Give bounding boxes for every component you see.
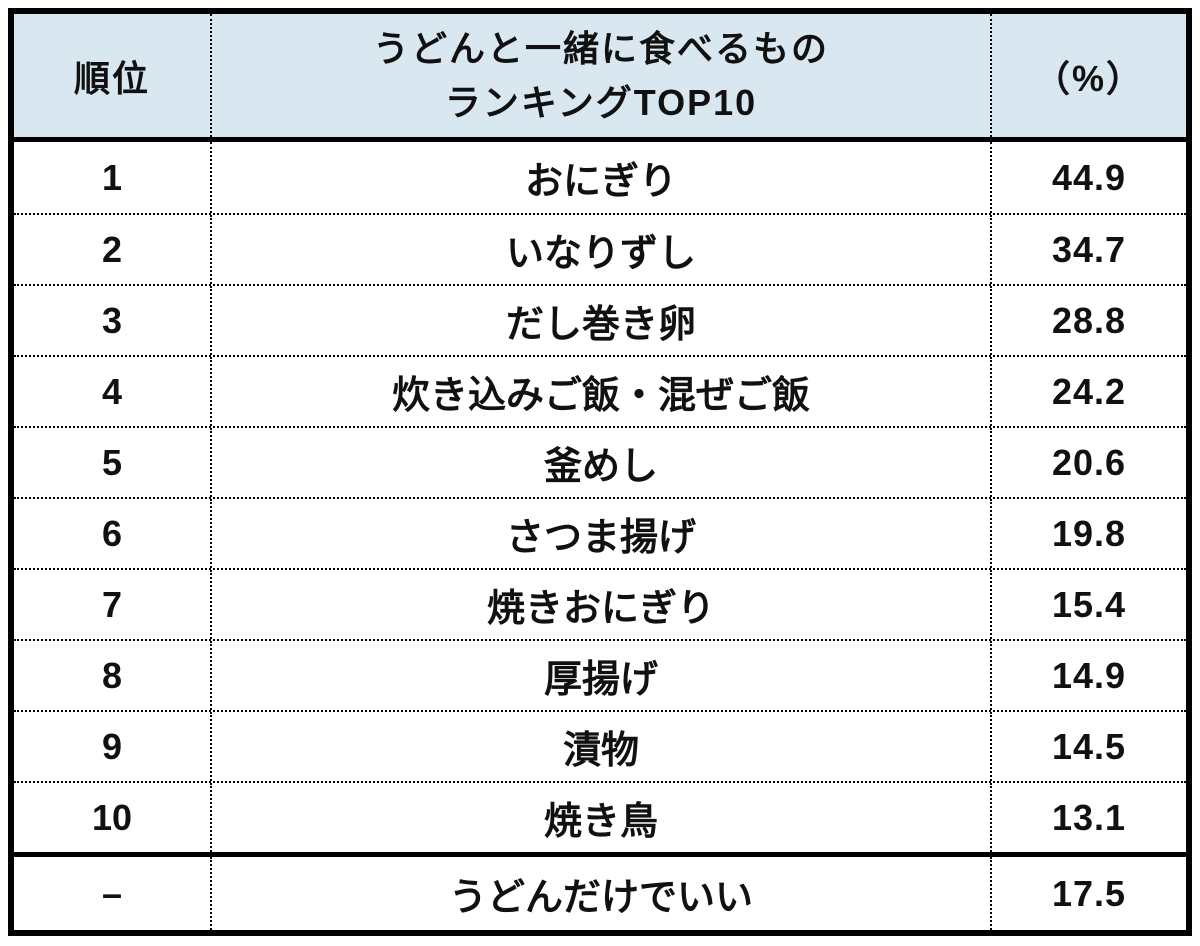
header-title-cell: うどんと一緒に食べるもの ランキングTOP10 — [212, 14, 990, 137]
footer-item-cell: うどんだけでいい — [448, 877, 753, 919]
rank-cell: 7 — [14, 570, 212, 639]
header-percent-label: （%） — [990, 14, 1186, 137]
footer-rank-cell: – — [14, 857, 212, 930]
table-row: 9 漬物 14.5 — [14, 710, 1186, 781]
item-cell: 焼きおにぎり — [486, 588, 715, 630]
header-title-line2: ランキングTOP10 — [444, 81, 758, 123]
percent-cell: 13.1 — [990, 783, 1186, 852]
percent-cell: 19.8 — [990, 499, 1186, 568]
rank-cell: 9 — [14, 712, 212, 781]
rank-cell: 6 — [14, 499, 212, 568]
rank-cell: 4 — [14, 357, 212, 426]
header-rank-label: 順位 — [14, 14, 212, 137]
table-row: 1 おにぎり 44.9 — [14, 142, 1186, 213]
rank-cell: 2 — [14, 215, 212, 284]
percent-cell: 14.5 — [990, 712, 1186, 781]
table-row: 2 いなりずし 34.7 — [14, 213, 1186, 284]
percent-cell: 20.6 — [990, 428, 1186, 497]
item-cell: 漬物 — [562, 730, 639, 772]
item-cell: だし巻き卵 — [505, 304, 696, 346]
table-row: 3 だし巻き卵 28.8 — [14, 284, 1186, 355]
item-cell: 厚揚げ — [543, 659, 658, 701]
item-cell: 炊き込みご飯・混ぜご飯 — [391, 375, 810, 417]
percent-cell: 15.4 — [990, 570, 1186, 639]
ranking-table: 順位 うどんと一緒に食べるもの ランキングTOP10 （%） 1 おにぎり 44… — [8, 8, 1192, 936]
percent-cell: 14.9 — [990, 641, 1186, 710]
item-cell: 焼き鳥 — [543, 801, 658, 843]
percent-cell: 24.2 — [990, 357, 1186, 426]
item-cell: さつま揚げ — [505, 517, 696, 559]
rank-cell: 10 — [14, 783, 212, 852]
percent-cell: 44.9 — [990, 142, 1186, 213]
table-row: 8 厚揚げ 14.9 — [14, 639, 1186, 710]
table-row: 10 焼き鳥 13.1 — [14, 781, 1186, 852]
rank-cell: 1 — [14, 142, 212, 213]
percent-cell: 28.8 — [990, 286, 1186, 355]
table-row: 5 釜めし 20.6 — [14, 426, 1186, 497]
percent-cell: 34.7 — [990, 215, 1186, 284]
item-cell: いなりずし — [505, 233, 696, 275]
rank-cell: 3 — [14, 286, 212, 355]
footer-percent-cell: 17.5 — [990, 857, 1186, 930]
table-row: 6 さつま揚げ 19.8 — [14, 497, 1186, 568]
rank-cell: 5 — [14, 428, 212, 497]
rank-cell: 8 — [14, 641, 212, 710]
table-row: 4 炊き込みご飯・混ぜご飯 24.2 — [14, 355, 1186, 426]
table-row: 7 焼きおにぎり 15.4 — [14, 568, 1186, 639]
item-cell: おにぎり — [524, 161, 677, 203]
header-title-line1: うどんと一緒に食べるもの — [372, 28, 829, 70]
item-cell: 釜めし — [543, 446, 658, 488]
table-header-row: 順位 うどんと一緒に食べるもの ランキングTOP10 （%） — [14, 14, 1186, 142]
table-footer-row: – うどんだけでいい 17.5 — [14, 852, 1186, 930]
